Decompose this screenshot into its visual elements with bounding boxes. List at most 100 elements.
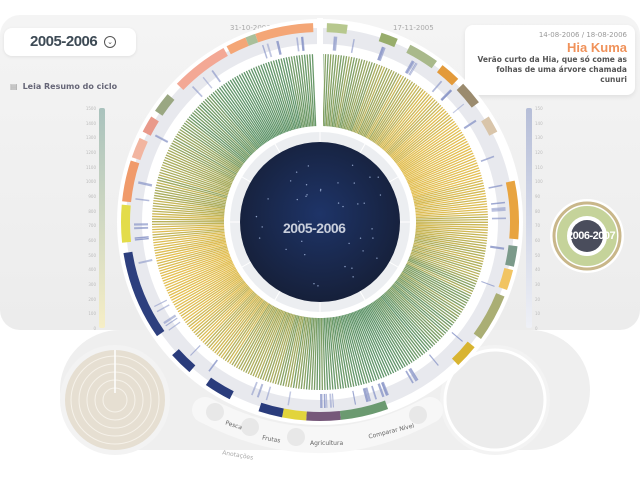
daily-level-line bbox=[185, 278, 244, 324]
outer-ring-segment bbox=[498, 267, 514, 291]
daily-level-line bbox=[168, 263, 235, 297]
daily-level-line bbox=[308, 317, 315, 390]
daily-level-line bbox=[360, 69, 393, 136]
daily-level-line bbox=[411, 248, 482, 270]
daily-level-line bbox=[168, 147, 235, 181]
daily-level-line bbox=[152, 230, 225, 239]
daily-level-line bbox=[378, 297, 424, 356]
scale-tick: 1500 bbox=[85, 106, 96, 111]
scale-tick: 80 bbox=[535, 208, 541, 214]
daily-level-line bbox=[379, 90, 426, 148]
daily-level-line bbox=[153, 233, 225, 244]
daily-level-line bbox=[288, 56, 303, 128]
daily-level-line bbox=[163, 256, 231, 285]
next-cycle-label[interactable]: 2006-2007 bbox=[567, 230, 616, 242]
daily-level-line bbox=[165, 259, 233, 290]
daily-level-line bbox=[408, 256, 477, 285]
category-button-knob[interactable] bbox=[241, 418, 259, 436]
daily-level-line bbox=[382, 293, 432, 349]
daily-level-line bbox=[179, 128, 241, 170]
star bbox=[352, 276, 354, 278]
event-tick bbox=[362, 387, 369, 403]
daily-level-line bbox=[413, 243, 484, 263]
category-button-knob[interactable] bbox=[287, 428, 305, 446]
daily-level-line bbox=[212, 295, 260, 352]
daily-level-line bbox=[325, 54, 332, 127]
star bbox=[379, 194, 382, 196]
daily-level-line bbox=[376, 298, 422, 357]
cycle-selector[interactable]: 2005-2006 ⌄ bbox=[4, 28, 136, 56]
daily-level-line bbox=[193, 110, 249, 159]
scale-tick: 1300 bbox=[85, 135, 96, 141]
event-tick bbox=[409, 63, 418, 76]
daily-level-line bbox=[391, 285, 447, 334]
scale-tick: 150 bbox=[535, 106, 543, 111]
chevron-down-icon[interactable]: ⌄ bbox=[104, 36, 116, 48]
category-button-knob[interactable] bbox=[206, 403, 224, 421]
scale-tick: 40 bbox=[535, 267, 541, 273]
month-divider bbox=[389, 261, 403, 270]
outer-ring-segment bbox=[142, 116, 159, 136]
daily-level-line bbox=[351, 312, 378, 381]
daily-level-line bbox=[155, 242, 227, 259]
daily-level-line bbox=[305, 317, 313, 390]
daily-level-line bbox=[397, 122, 457, 167]
daily-level-line bbox=[188, 116, 246, 163]
daily-level-line bbox=[353, 311, 380, 380]
daily-level-line bbox=[394, 116, 452, 163]
constellation-sky bbox=[240, 142, 400, 302]
daily-level-line bbox=[152, 231, 225, 241]
summary-link[interactable]: ▤ Leia Resumo do ciclo bbox=[10, 82, 117, 91]
outer-ring-segment bbox=[436, 65, 459, 86]
daily-level-line bbox=[248, 69, 280, 136]
star bbox=[319, 190, 322, 192]
daily-level-line bbox=[386, 290, 438, 344]
scale-tick: 60 bbox=[535, 237, 541, 243]
daily-level-line bbox=[259, 311, 287, 380]
daily-level-line bbox=[186, 280, 245, 326]
event-tick bbox=[408, 368, 418, 382]
daily-level-line bbox=[325, 317, 331, 390]
outer-ring-segment bbox=[122, 160, 140, 203]
outer-ring-segment bbox=[456, 83, 479, 108]
daily-level-line bbox=[160, 169, 229, 193]
star bbox=[357, 203, 359, 205]
star bbox=[351, 164, 354, 166]
category-button-knob[interactable] bbox=[409, 406, 427, 424]
daily-level-line bbox=[385, 99, 436, 153]
daily-level-line bbox=[345, 314, 368, 384]
star bbox=[342, 205, 344, 208]
agricultura-button[interactable]: Agricultura bbox=[310, 440, 344, 447]
daily-level-line bbox=[274, 314, 296, 385]
daily-level-line bbox=[373, 82, 416, 144]
daily-level-line bbox=[287, 316, 303, 388]
daily-level-line bbox=[405, 265, 470, 300]
daily-level-line bbox=[354, 65, 383, 134]
daily-level-line bbox=[157, 176, 228, 198]
daily-level-line bbox=[409, 162, 478, 189]
daily-level-line bbox=[404, 143, 469, 178]
daily-level-line bbox=[415, 232, 488, 242]
daily-level-line bbox=[198, 288, 252, 340]
daily-level-line bbox=[206, 292, 256, 347]
event-tick bbox=[329, 393, 332, 408]
daily-level-line bbox=[285, 315, 302, 387]
daily-level-line bbox=[272, 313, 294, 384]
scale-tick: 400 bbox=[88, 267, 96, 273]
event-tick bbox=[154, 299, 168, 308]
daily-level-line bbox=[153, 236, 226, 249]
scale-tick: 800 bbox=[88, 208, 96, 214]
outer-ring-segment bbox=[131, 137, 148, 161]
daily-level-line bbox=[384, 97, 434, 152]
daily-level-line bbox=[364, 306, 399, 371]
scale-tick: 300 bbox=[88, 281, 96, 287]
star bbox=[317, 285, 319, 287]
scale-tick: 600 bbox=[88, 237, 96, 243]
star bbox=[267, 198, 269, 200]
daily-level-line bbox=[154, 189, 226, 205]
daily-level-line bbox=[229, 302, 269, 365]
daily-level-line bbox=[162, 161, 231, 189]
daily-level-line bbox=[242, 307, 277, 372]
daily-level-line bbox=[255, 66, 285, 134]
daily-level-line bbox=[410, 167, 480, 192]
